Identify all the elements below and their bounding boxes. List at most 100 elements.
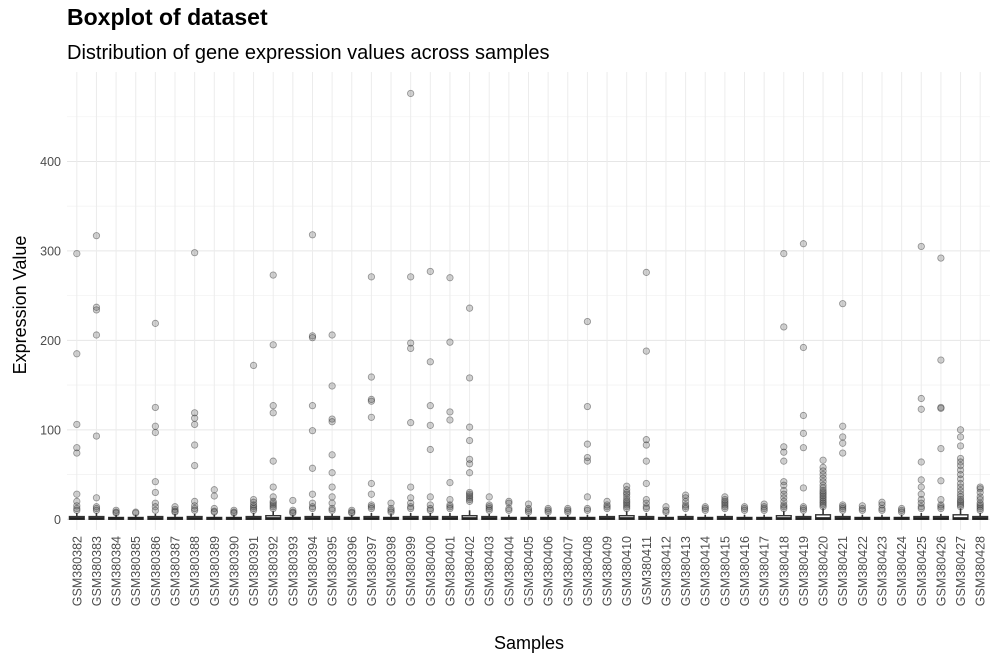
outlier-point (230, 508, 238, 516)
outlier-point (799, 444, 808, 452)
chart-title: Boxplot of dataset (67, 4, 268, 30)
outlier-point (819, 499, 827, 507)
outlier-point (623, 495, 631, 504)
outlier-point (73, 449, 81, 457)
outlier-point (780, 443, 788, 451)
outlier-point (544, 504, 552, 513)
outlier-point (485, 503, 493, 511)
outlier-point (289, 508, 297, 516)
box-GSM380420 (815, 508, 832, 520)
x-tick-label: GSM380399 (404, 536, 418, 606)
x-tick-label: GSM380407 (561, 536, 575, 606)
outlier-point (858, 504, 866, 513)
outlier-point (937, 503, 945, 511)
outlier-point (92, 432, 101, 440)
outlier-point (249, 506, 258, 514)
outlier-point (151, 488, 159, 497)
outlier-point (544, 508, 552, 516)
outlier-point (937, 501, 945, 509)
y-tick-label: 400 (40, 155, 61, 169)
outlier-point (642, 436, 650, 444)
outlier-point (564, 504, 572, 513)
outlier-point (73, 350, 81, 358)
outlier-point (956, 466, 965, 474)
x-tick-label: GSM380384 (110, 536, 124, 606)
outlier-point (819, 495, 827, 504)
box-GSM380408 (579, 514, 596, 520)
outlier-point (701, 503, 709, 511)
outlier-point (819, 463, 827, 471)
outlier-point (544, 506, 552, 514)
outlier-point (92, 331, 101, 339)
outlier-point (917, 495, 925, 504)
x-tick-label: GSM380395 (326, 536, 340, 606)
box-GSM380414 (697, 514, 714, 520)
x-tick-label: GSM380391 (247, 536, 261, 606)
outlier-point (780, 490, 788, 498)
outlier-point (839, 506, 847, 514)
outlier-point (799, 484, 808, 492)
outlier-point (976, 503, 984, 511)
box-GSM380402 (461, 510, 478, 520)
outlier-point (721, 497, 729, 505)
outlier-point (367, 373, 375, 381)
outlier-point (367, 501, 375, 509)
outlier-point (407, 483, 415, 491)
box-GSM380428 (972, 513, 989, 520)
outlier-point (426, 421, 434, 429)
outlier-point (426, 402, 434, 410)
outlier-point (289, 506, 297, 514)
outlier-point (524, 508, 533, 516)
box-GSM380427 (952, 508, 969, 520)
outlier-point (976, 483, 984, 491)
outlier-point (956, 470, 965, 479)
outlier-point (799, 411, 808, 420)
box-GSM380387 (166, 513, 184, 520)
box-GSM380425 (913, 513, 930, 520)
grid-lines (67, 72, 990, 530)
outlier-point (328, 504, 336, 513)
outlier-point (151, 428, 159, 437)
outlier-point (112, 506, 120, 514)
box-GSM380401 (441, 513, 459, 520)
y-tick-label: 100 (40, 423, 61, 437)
outlier-point (191, 497, 199, 505)
outlier-point (407, 89, 415, 98)
outlier-point (937, 495, 945, 504)
outlier-point (780, 249, 788, 258)
outlier-point (780, 457, 788, 465)
outlier-point (171, 503, 179, 511)
outlier-point (956, 499, 965, 507)
x-tick-label: GSM380387 (169, 536, 183, 606)
box-GSM380390 (225, 514, 242, 520)
outlier-point (191, 420, 199, 429)
outlier-point (308, 334, 317, 342)
outlier-point (642, 495, 650, 504)
box-GSM380383 (88, 513, 105, 520)
box-GSM380392 (265, 511, 282, 520)
outlier-point (367, 397, 375, 405)
outlier-point (407, 273, 415, 281)
outlier-point (328, 499, 336, 507)
outlier-point (760, 506, 768, 514)
outlier-point (308, 332, 317, 340)
outlier-point (819, 488, 827, 497)
outlier-point (269, 503, 277, 511)
box-GSM380389 (206, 514, 223, 520)
x-tick-label: GSM380389 (208, 536, 222, 606)
outlier-point (682, 503, 690, 511)
outlier-point (956, 426, 965, 434)
outlier-point (642, 503, 650, 511)
outlier-point (819, 478, 827, 486)
outlier-point (151, 478, 159, 486)
outlier-point (878, 498, 886, 506)
outlier-point (249, 504, 258, 513)
outlier-point (937, 477, 945, 485)
outlier-point (623, 497, 631, 505)
outlier-point (603, 501, 611, 509)
outlier-point (92, 306, 101, 314)
outlier-point (269, 402, 277, 410)
x-tick-label: GSM380410 (620, 536, 634, 606)
outlier-point (269, 271, 277, 279)
box-GSM380388 (186, 513, 203, 520)
